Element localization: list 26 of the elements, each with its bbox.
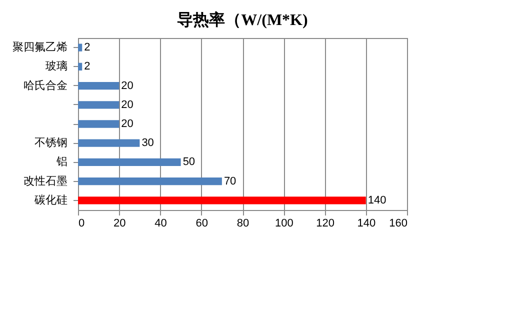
x-tick-label: 40 xyxy=(154,218,167,230)
x-tick-label: 120 xyxy=(316,218,334,230)
x-tick-label: 80 xyxy=(236,218,250,230)
y-tick-label: 碳化硅 xyxy=(34,193,68,206)
data-label: 20 xyxy=(121,80,134,92)
data-label: 140 xyxy=(368,194,386,206)
data-label: 70 xyxy=(224,175,236,188)
y-tick-label: 玻璃 xyxy=(46,60,68,73)
chart-title: 导热率（W/(M*K) xyxy=(177,10,308,29)
data-label: 2 xyxy=(84,60,90,73)
x-tick-label: 60 xyxy=(196,218,208,230)
y-tick-label: 聚四氟乙烯 xyxy=(12,40,68,54)
data-label: 2 xyxy=(84,42,90,54)
y-tick-label: 铝 xyxy=(56,156,68,168)
data-label: 50 xyxy=(182,156,196,168)
y-tick-label: 哈氏合金 xyxy=(24,78,68,92)
x-tick-label: 0 xyxy=(78,218,85,230)
data-label: 30 xyxy=(142,137,154,150)
x-tick-label: 20 xyxy=(114,218,126,230)
x-tick-label: 160 xyxy=(389,218,408,230)
data-label: 20 xyxy=(121,118,134,130)
x-tick-label: 100 xyxy=(274,218,294,230)
y-tick-label: 不锈钢 xyxy=(34,137,68,150)
x-tick-label: 140 xyxy=(357,218,376,230)
y-tick-label: 改性石墨 xyxy=(24,175,68,188)
data-label: 20 xyxy=(121,98,134,111)
